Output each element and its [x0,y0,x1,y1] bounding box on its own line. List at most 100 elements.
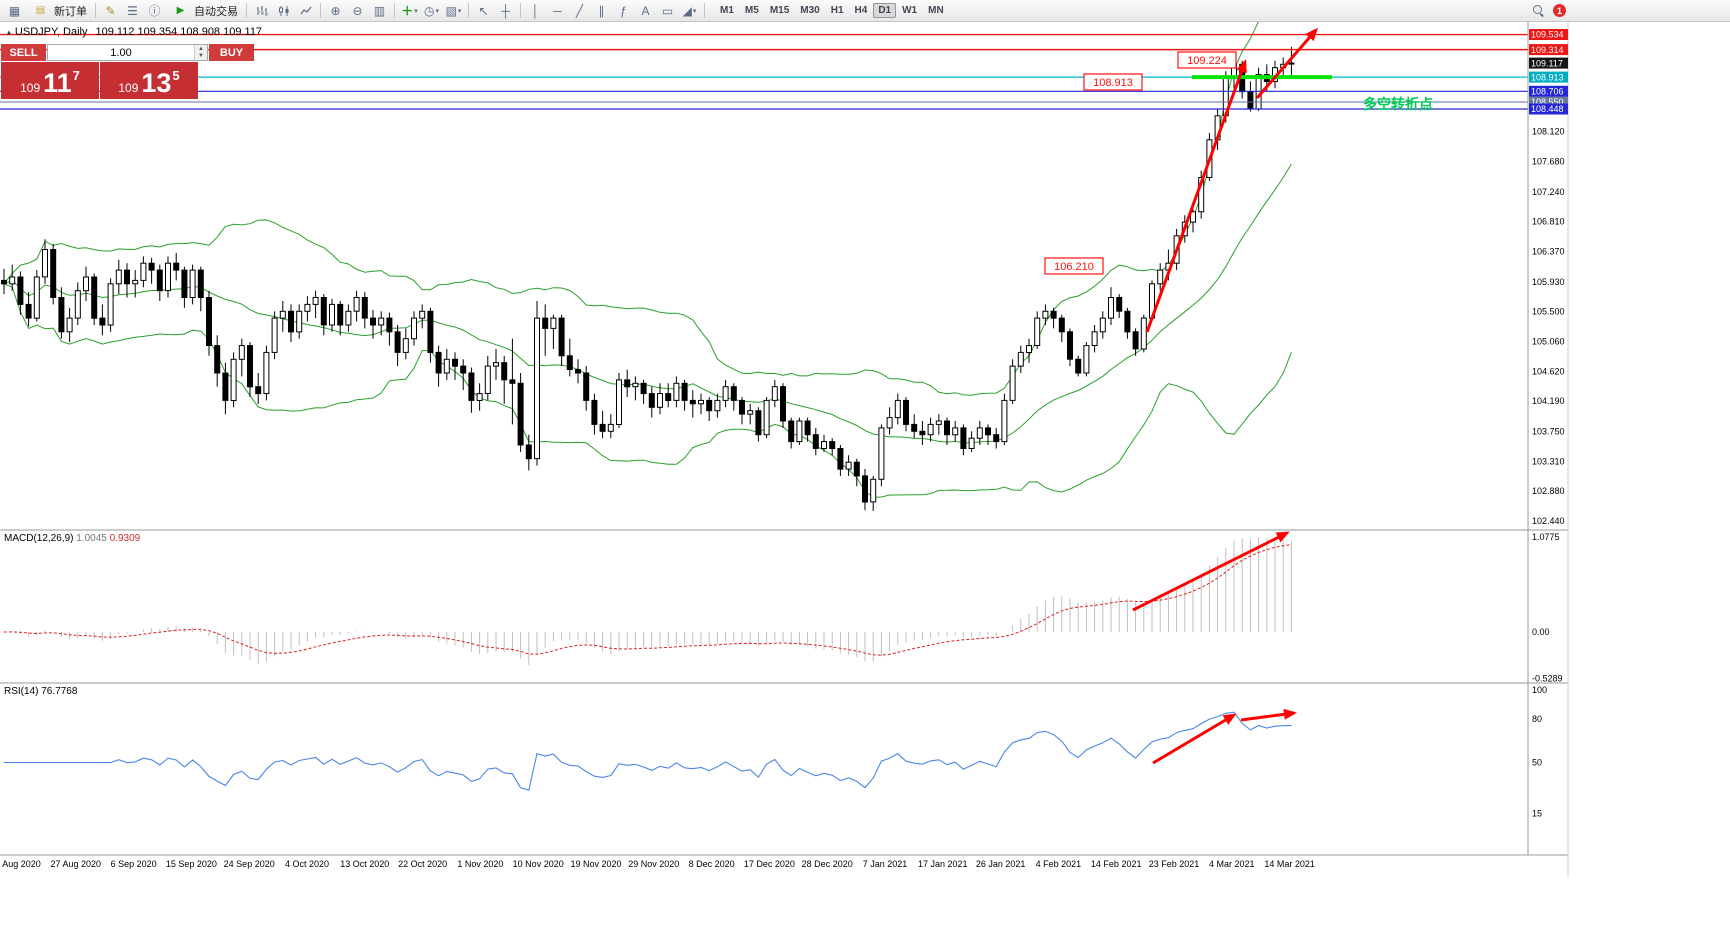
tile-windows-icon[interactable]: ▥ [373,3,386,18]
shapes-icon[interactable]: ◢ ▾ [682,3,697,18]
notifications-badge[interactable]: 1 [1553,4,1566,17]
svg-text:15 Sep 2020: 15 Sep 2020 [166,859,217,869]
svg-text:102.880: 102.880 [1532,486,1565,496]
rsi-panel [4,711,1292,791]
svg-text:50: 50 [1532,758,1542,768]
bar-chart-icon[interactable] [251,2,272,20]
search-icon[interactable] [1532,4,1545,17]
symbol-title: USDJPY, Daily [14,26,88,38]
svg-text:26 Jan 2021: 26 Jan 2021 [976,859,1026,869]
macd-value: 1.0045 [76,533,107,544]
svg-text:22 Oct 2020: 22 Oct 2020 [398,859,447,869]
bid-pip-digit: 7 [72,68,80,83]
new-order-icon: ▤ [35,5,46,16]
one-click-trading-panel: SELL ▲ ▼ BUY 109 11 7 109 13 5 [1,44,254,99]
volume-down-button[interactable]: ▼ [195,52,207,60]
text-icon[interactable]: A [641,3,650,18]
period-clock-icon[interactable]: ◷ ▾ [424,3,439,18]
rsi-name: RSI(14) [4,686,39,697]
info-icon[interactable]: ⓘ [148,4,161,18]
panel-separators [0,22,1569,878]
svg-text:107.680: 107.680 [1532,157,1565,167]
fibonacci-icon[interactable]: ƒ [620,3,627,18]
svg-text:102.440: 102.440 [1532,516,1565,526]
autotrade-play-icon: ▶ [176,5,185,16]
trendline-icon[interactable]: ╱ [575,3,584,18]
symbol-marker-icon: ▲ [5,28,13,37]
label-icon[interactable]: ▭ [661,3,674,18]
svg-text:104.620: 104.620 [1532,367,1565,377]
svg-text:1.0775: 1.0775 [1532,532,1560,542]
new-order-button[interactable]: ▤ 新订单 [26,2,91,20]
zoom-in-icon[interactable]: ⊕ [330,3,341,18]
profiles-icon[interactable]: ☰ [127,3,138,18]
candlestick-series [1,46,1295,511]
macd-signal-value: 0.9309 [109,533,141,544]
svg-text:14 Feb 2021: 14 Feb 2021 [1091,859,1142,869]
line-chart-icon[interactable] [295,2,316,20]
toolbar-separator [246,3,247,18]
svg-text:103.750: 103.750 [1532,426,1565,436]
timeframe-M15[interactable]: M15 [769,5,790,16]
buy-button[interactable]: BUY [209,44,254,61]
indicators-icon[interactable]: ＋ ▾ [401,4,418,18]
macd-panel [3,537,1292,665]
svg-text:19 Nov 2020: 19 Nov 2020 [570,859,621,869]
toolbar-separator [320,3,321,18]
ask-price[interactable]: 109 13 5 [100,62,198,99]
svg-text:17 Jan 2021: 17 Jan 2021 [918,859,968,869]
autotrade-button[interactable]: ▶ 自动交易 [166,2,242,20]
dropdown-caret-icon: ▾ [457,7,462,15]
crosshair-icon[interactable]: ┼ [501,3,510,18]
bid-price[interactable]: 109 11 7 [1,62,99,99]
new-chart-icon[interactable]: ▦ [8,3,21,18]
template-icon[interactable]: ▧ ▾ [445,3,462,18]
toolbar-separator [704,3,705,18]
channel-icon[interactable]: ∥ [598,3,605,18]
timeframe-D1[interactable]: D1 [873,3,897,18]
timeframe-H1[interactable]: H1 [830,5,844,16]
volume-input[interactable] [48,45,194,60]
sell-button[interactable]: SELL [1,44,46,61]
new-order-label: 新订单 [54,5,87,18]
svg-text:108.913: 108.913 [1093,77,1133,89]
rsi-label: RSI(14) 76.7768 [4,686,77,697]
svg-text:100: 100 [1532,685,1547,695]
svg-text:13 Oct 2020: 13 Oct 2020 [340,859,389,869]
cursor-icon[interactable]: ↖ [478,3,489,18]
candlestick-chart-icon[interactable] [273,2,294,20]
ask-prefix: 109 [118,80,139,95]
svg-text:27 Aug 2020: 27 Aug 2020 [51,859,102,869]
volume-field: ▲ ▼ [47,44,208,61]
price-label-annotations: 109.224 108.913 106.210 多空转折点 [1044,51,1433,275]
timeframe-M30[interactable]: M30 [800,5,820,16]
svg-text:109.314: 109.314 [1531,45,1564,55]
svg-text:多空转折点: 多空转折点 [1363,96,1433,112]
svg-text:109.224: 109.224 [1187,55,1227,67]
svg-text:6 Sep 2020: 6 Sep 2020 [111,859,157,869]
volume-up-button[interactable]: ▲ [195,45,207,53]
svg-text:0.00: 0.00 [1532,627,1550,637]
toolbar-separator [95,3,96,18]
vertical-line-icon[interactable]: │ [531,3,540,18]
svg-text:29 Nov 2020: 29 Nov 2020 [628,859,679,869]
svg-text:108.913: 108.913 [1531,72,1564,82]
toolbar-separator [394,3,395,18]
timeframe-M1[interactable]: M1 [720,5,734,16]
volume-stepper: ▲ ▼ [194,45,207,60]
tools-icon[interactable]: ✎ [105,3,116,18]
svg-text:105.930: 105.930 [1532,277,1565,287]
timeframe-H4[interactable]: H4 [854,5,868,16]
timeframe-MN[interactable]: MN [928,5,944,16]
svg-text:106.370: 106.370 [1532,247,1565,257]
timeframe-M5[interactable]: M5 [744,5,759,16]
ask-pip-digit: 5 [172,68,180,83]
svg-text:108.448: 108.448 [1531,104,1564,114]
toolbar-separator [468,3,469,18]
svg-text:1 Nov 2020: 1 Nov 2020 [457,859,503,869]
timeframe-W1[interactable]: W1 [902,5,918,16]
bid-prefix: 109 [20,80,41,95]
horizontal-line-icon[interactable]: ─ [553,3,562,18]
ohlc-values: 109.112 109.354 108.908 109.117 [95,26,263,38]
zoom-out-icon[interactable]: ⊖ [352,3,363,18]
